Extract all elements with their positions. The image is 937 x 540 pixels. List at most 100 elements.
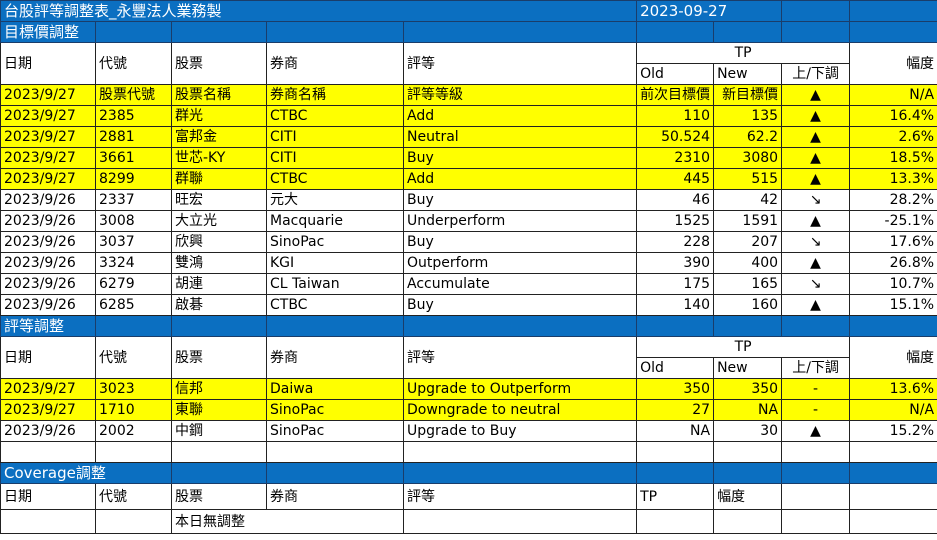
- cell-range: 13.3%: [849, 168, 937, 190]
- cell-old: 27: [636, 399, 715, 421]
- table-row: 2023/9/27 8299 群聯 CTBC Add 445 515 ▲ 13.3%: [0, 168, 937, 190]
- cell-broker: CITI: [266, 126, 404, 148]
- cell-dir: ↘: [781, 189, 851, 211]
- header-row: 日期 代號 股票 券商 評等 TP 幅度: [0, 483, 937, 510]
- cell-broker: SinoPac: [266, 399, 404, 421]
- cell-stock: 旺宏: [171, 189, 267, 211]
- cell-date: 2023/9/27: [0, 126, 96, 148]
- cell-broker: Daiwa: [266, 378, 404, 400]
- cell-broker: 券商名稱: [266, 84, 404, 106]
- blank-row: [0, 441, 937, 463]
- cell-stock: 群光: [171, 105, 267, 127]
- cell-date: 2023/9/26: [0, 420, 96, 442]
- cell-old: 175: [636, 273, 715, 295]
- cell-broker: CL Taiwan: [266, 273, 404, 295]
- cell-old: 350: [636, 378, 715, 400]
- cell-code: 2337: [95, 189, 172, 211]
- table-row: 2023/9/27 股票代號 股票名稱 券商名稱 評等等級 前次目標價 新目標價 ▲ N/A: [0, 84, 937, 106]
- cell-stock: 欣興: [171, 231, 267, 253]
- header-stock: 股票: [171, 42, 267, 85]
- cell-stock: 胡連: [171, 273, 267, 295]
- cell-dir: ▲: [781, 105, 851, 127]
- cell-range: 15.1%: [849, 294, 937, 316]
- header-date: 日期: [0, 483, 96, 510]
- cell-new: 515: [713, 168, 783, 190]
- cell-date: 2023/9/27: [0, 105, 96, 127]
- cell-range: 15.2%: [849, 420, 937, 442]
- cell-old: 445: [636, 168, 715, 190]
- cell-stock: 大立光: [171, 210, 267, 232]
- cell-new: 400: [713, 252, 783, 274]
- cell-new: 350: [713, 378, 783, 400]
- cell-range: 17.6%: [849, 231, 937, 253]
- section-rating: 評等調整: [0, 315, 937, 337]
- cell-new: NA: [713, 399, 783, 421]
- cell-old: 50.524: [636, 126, 715, 148]
- cell-rating: Neutral: [402, 126, 638, 148]
- cell-broker: KGI: [266, 252, 404, 274]
- cell-date: 2023/9/26: [0, 252, 96, 274]
- header-code: 代號: [95, 336, 172, 379]
- cell-old: NA: [636, 420, 715, 442]
- cell-new: 135: [713, 105, 783, 127]
- cell-stock: 雙鴻: [171, 252, 267, 274]
- cell-new: 207: [713, 231, 783, 253]
- cell-code: 6285: [95, 294, 172, 316]
- cell-dir: ▲: [781, 147, 851, 169]
- header-row: 日期 代號 股票 券商 評等 TP 幅度: [0, 42, 937, 85]
- cell-rating: Buy: [402, 294, 638, 316]
- header-stock: 股票: [171, 483, 267, 510]
- table-row: 2023/9/26 3037 欣興 SinoPac Buy 228 207 ↘ 17.6%: [0, 231, 937, 253]
- cell-rating: Underperform: [402, 210, 638, 232]
- cell-code: 3037: [95, 231, 172, 253]
- table-row: 2023/9/27 3661 世芯-KY CITI Buy 2310 3080 ▲ 18.5%: [0, 147, 937, 169]
- cell-stock: 群聯: [171, 168, 267, 190]
- cell-dir: ▲: [781, 210, 851, 232]
- cell-dir: ▲: [781, 294, 851, 316]
- cell-new: 1591: [713, 210, 783, 232]
- cell-rating: Accumulate: [402, 273, 638, 295]
- cell-code: 2002: [95, 420, 172, 442]
- cell-dir: ↘: [781, 231, 851, 253]
- cell-rating: Add: [402, 168, 638, 190]
- header-date: 日期: [0, 336, 96, 379]
- cell-date: 2023/9/26: [0, 231, 96, 253]
- cell-old: 110: [636, 105, 715, 127]
- cell-stock: 啟碁: [171, 294, 267, 316]
- header-subrow: Old New 上/下調: [1, 357, 937, 379]
- section-target-price: 目標價調整: [0, 21, 937, 43]
- section-title: Coverage調整: [0, 462, 172, 484]
- cell-broker: CTBC: [266, 294, 404, 316]
- cell-date: 2023/9/27: [0, 168, 96, 190]
- cell-old: 140: [636, 294, 715, 316]
- cell-new: 新目標價: [713, 84, 783, 106]
- cell-date: 2023/9/26: [0, 189, 96, 211]
- header-rating: 評等: [402, 336, 638, 379]
- cell-stock: 富邦金: [171, 126, 267, 148]
- cell-rating: Downgrade to neutral: [402, 399, 638, 421]
- coverage-note: 本日無調整: [171, 509, 404, 534]
- sheet-title: 台股評等調整表_永豐法人業務製: [0, 0, 638, 22]
- table-row: 2023/9/27 3023 信邦 Daiwa Upgrade to Outperfor…: [0, 378, 937, 400]
- header-tp: TP: [636, 336, 851, 358]
- cell-rating: Buy: [402, 147, 638, 169]
- table-row: 本日無調整: [0, 509, 937, 534]
- header-range: 幅度: [713, 483, 783, 510]
- header-code: 代號: [95, 483, 172, 510]
- cell-rating: Add: [402, 105, 638, 127]
- cell-dir: ▲: [781, 168, 851, 190]
- cell-broker: CTBC: [266, 105, 404, 127]
- cell-stock: 東聯: [171, 399, 267, 421]
- cell-dir: ▲: [781, 420, 851, 442]
- table-row: 2023/9/27 1710 東聯 SinoPac Downgrade to neutr…: [0, 399, 937, 421]
- cell-dir: ▲: [781, 84, 851, 106]
- cell-dir: ↘: [781, 273, 851, 295]
- section-title: 目標價調整: [0, 21, 96, 43]
- cell-range: N/A: [849, 84, 937, 106]
- header-broker: 券商: [266, 42, 404, 85]
- cell-code: 1710: [95, 399, 172, 421]
- header-range: 幅度: [849, 42, 937, 85]
- cell-range: 26.8%: [849, 252, 937, 274]
- sheet-date: 2023-09-27: [636, 0, 783, 22]
